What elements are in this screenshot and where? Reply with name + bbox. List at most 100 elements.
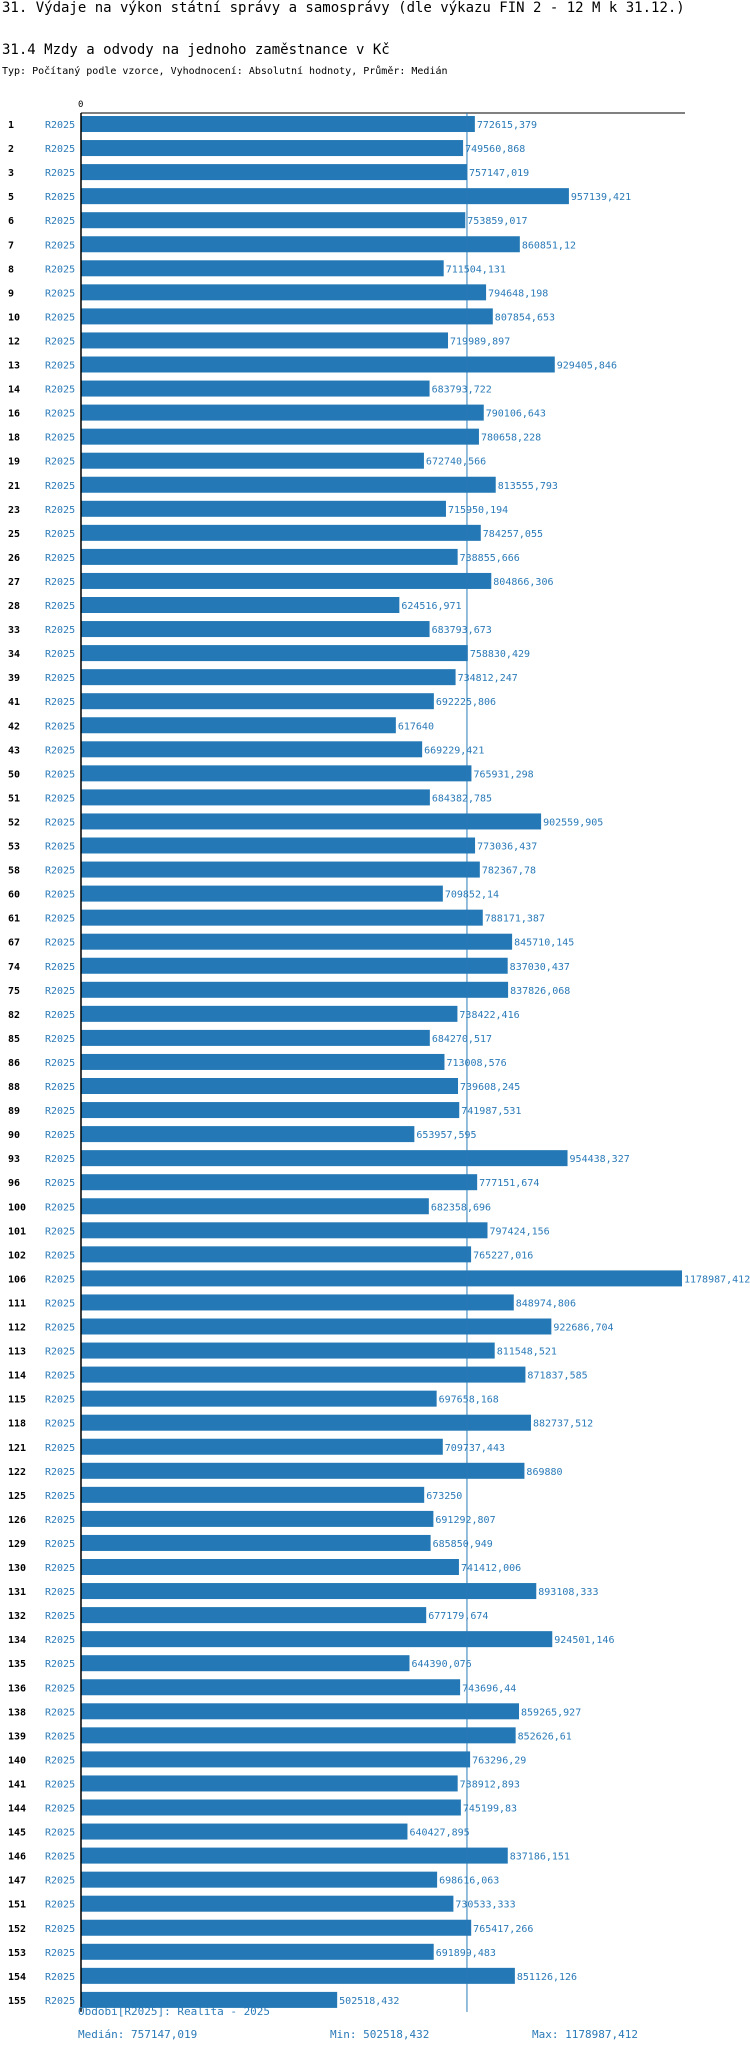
category-label: 21 — [8, 481, 20, 492]
series-label: R2025 — [45, 288, 75, 299]
value-label: 837030,437 — [510, 962, 570, 973]
category-label: 27 — [8, 577, 20, 588]
value-label: 772615,379 — [477, 120, 537, 131]
value-label: 929405,846 — [557, 361, 617, 372]
category-label: 51 — [8, 793, 20, 804]
bar — [81, 140, 464, 157]
series-label: R2025 — [45, 1058, 75, 1069]
bar — [81, 500, 446, 517]
category-label: 88 — [8, 1082, 20, 1093]
category-label: 151 — [8, 1900, 26, 1911]
series-label: R2025 — [45, 986, 75, 997]
value-label: 669229,421 — [424, 745, 484, 756]
bar — [81, 693, 434, 710]
value-label: 753859,017 — [467, 216, 527, 227]
series-label: R2025 — [45, 1274, 75, 1285]
bar — [81, 1486, 425, 1503]
series-label: R2025 — [45, 1972, 75, 1983]
bar — [81, 476, 496, 493]
bar — [81, 1871, 438, 1888]
series-label: R2025 — [45, 361, 75, 372]
series-label: R2025 — [45, 1515, 75, 1526]
series-label: R2025 — [45, 1491, 75, 1502]
category-label: 3 — [8, 168, 14, 179]
bar — [81, 621, 430, 638]
category-label: 6 — [8, 216, 14, 227]
bar — [81, 645, 468, 662]
series-label: R2025 — [45, 1323, 75, 1334]
series-label: R2025 — [45, 216, 75, 227]
series-label: R2025 — [45, 842, 75, 853]
category-label: 10 — [8, 312, 20, 323]
bar — [81, 308, 493, 325]
bar — [81, 1775, 458, 1792]
category-label: 28 — [8, 601, 20, 612]
bar — [81, 1246, 472, 1263]
value-label: 692225,806 — [436, 697, 496, 708]
bar — [81, 1847, 508, 1864]
bar — [81, 1895, 454, 1912]
value-label: 811548,521 — [497, 1347, 557, 1358]
bar — [81, 1919, 472, 1936]
value-label: 851126,126 — [517, 1972, 577, 1983]
value-label: 837826,068 — [510, 986, 570, 997]
bar — [81, 380, 430, 397]
bar — [81, 1198, 429, 1215]
category-label: 136 — [8, 1683, 26, 1694]
bar — [81, 909, 483, 926]
value-label: 807854,653 — [495, 312, 555, 323]
value-label: 882737,512 — [533, 1419, 593, 1430]
category-label: 82 — [8, 1010, 20, 1021]
bar — [81, 1534, 431, 1551]
series-label: R2025 — [45, 1202, 75, 1213]
category-label: 121 — [8, 1443, 26, 1454]
category-label: 42 — [8, 721, 20, 732]
bar — [81, 1943, 434, 1960]
series-label: R2025 — [45, 1900, 75, 1911]
series-label: R2025 — [45, 1371, 75, 1382]
value-label: 797424,156 — [489, 1226, 549, 1237]
bar — [81, 597, 400, 613]
value-label: 715950,194 — [448, 505, 508, 516]
value-label: 765931,298 — [473, 769, 533, 780]
category-label: 90 — [8, 1130, 20, 1141]
value-label: 845710,145 — [514, 938, 574, 949]
category-label: 2 — [8, 144, 14, 155]
series-label: R2025 — [45, 409, 75, 420]
value-label: 502518,432 — [339, 1996, 399, 2007]
bar — [81, 1222, 488, 1239]
value-label: 713008,576 — [446, 1058, 506, 1069]
value-label: 788171,387 — [485, 914, 545, 925]
series-label: R2025 — [45, 1298, 75, 1309]
category-label: 23 — [8, 505, 20, 516]
category-label: 112 — [8, 1323, 26, 1334]
value-label: 711504,131 — [446, 264, 506, 275]
series-label: R2025 — [45, 1779, 75, 1790]
category-label: 155 — [8, 1996, 26, 2007]
bar — [81, 188, 569, 205]
series-label: R2025 — [45, 577, 75, 588]
value-label: 902559,905 — [543, 817, 603, 828]
series-label: R2025 — [45, 336, 75, 347]
value-label: 773036,437 — [477, 842, 537, 853]
value-label: 738422,416 — [459, 1010, 519, 1021]
value-label: 741412,006 — [461, 1563, 521, 1574]
value-label: 1178987,412 — [684, 1274, 750, 1285]
series-label: R2025 — [45, 817, 75, 828]
value-label: 871837,585 — [527, 1371, 587, 1382]
category-label: 25 — [8, 529, 20, 540]
series-label: R2025 — [45, 1996, 75, 2007]
category-label: 34 — [8, 649, 20, 660]
bar — [81, 1270, 682, 1287]
value-label: 765227,016 — [473, 1250, 533, 1261]
bar — [81, 428, 479, 445]
series-label: R2025 — [45, 1226, 75, 1237]
bar — [81, 861, 480, 878]
bar — [81, 741, 423, 758]
value-label: 709852,14 — [445, 890, 499, 901]
category-label: 26 — [8, 553, 20, 564]
bar — [81, 332, 449, 349]
value-label: 677179,674 — [428, 1611, 488, 1622]
value-label: 924501,146 — [554, 1635, 614, 1646]
category-label: 12 — [8, 336, 20, 347]
